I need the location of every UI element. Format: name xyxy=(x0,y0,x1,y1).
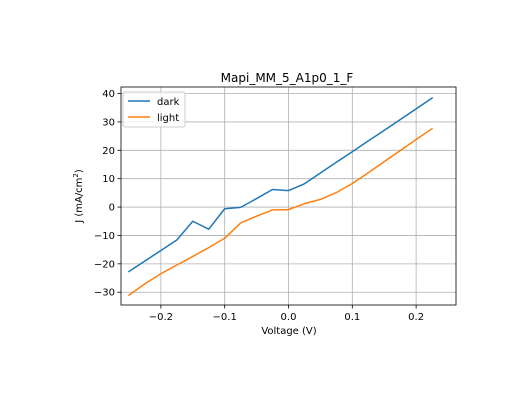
series-lines xyxy=(127,97,434,297)
y-axis-label-close: ) xyxy=(74,169,85,173)
x-tick-label: 0.1 xyxy=(344,312,360,323)
x-tick-label: 0.0 xyxy=(281,312,297,323)
y-tick-label: 10 xyxy=(102,174,115,185)
y-tick-label: 0 xyxy=(109,203,115,214)
legend: dark light xyxy=(122,91,186,128)
y-axis-label-superscript: 2 xyxy=(72,173,80,177)
series-line-light xyxy=(127,127,434,297)
y-tick-label: −30 xyxy=(94,288,115,299)
x-tick-label: 0.2 xyxy=(408,312,424,323)
y-axis-label-main: J (mA/cm xyxy=(74,178,85,224)
y-axis-label: J (mA/cm2) xyxy=(72,169,85,224)
legend-label-light: light xyxy=(157,113,179,124)
series-line-dark xyxy=(127,97,434,273)
y-tick-label: −20 xyxy=(94,259,115,270)
x-tick-label: −0.1 xyxy=(213,312,237,323)
y-tick-label: 20 xyxy=(102,146,115,157)
axis-ticks: −0.2 −0.1 0.0 0.1 0.2 −30 −20 −10 0 10 20 30 40 xyxy=(94,89,424,323)
x-tick-label: −0.2 xyxy=(149,312,173,323)
legend-label-dark: dark xyxy=(157,97,180,108)
chart-title: Mapi_MM_5_A1p0_1_F xyxy=(221,71,354,85)
y-tick-label: 40 xyxy=(102,89,115,100)
x-axis-label: Voltage (V) xyxy=(261,326,316,337)
y-tick-label: 30 xyxy=(102,117,115,128)
y-tick-label: −10 xyxy=(94,231,115,242)
